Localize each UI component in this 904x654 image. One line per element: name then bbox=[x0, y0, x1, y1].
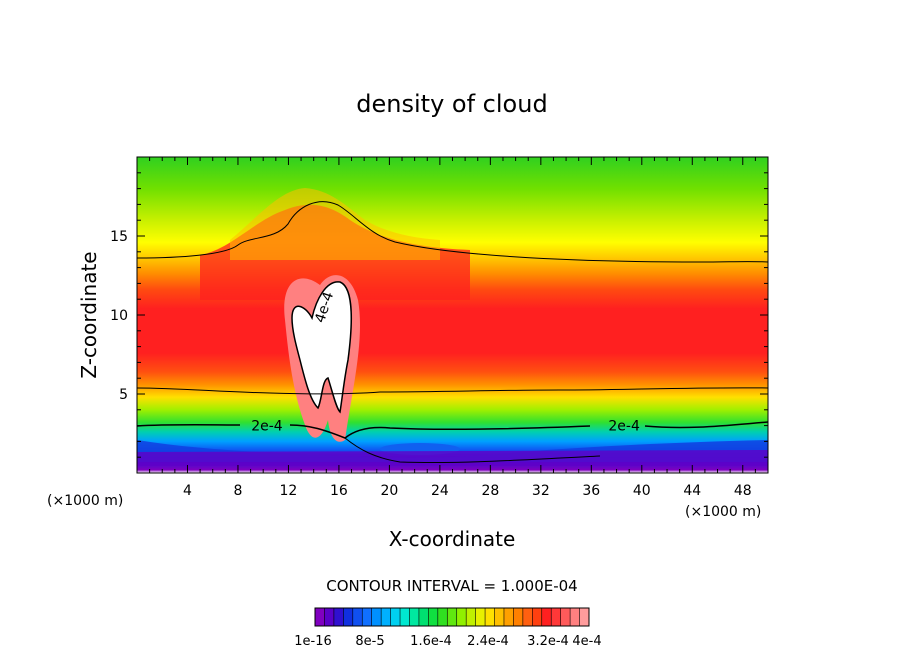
y-tick-label: 15 bbox=[110, 229, 128, 245]
x-tick-label: 36 bbox=[582, 483, 600, 499]
colorbar-swatch bbox=[381, 608, 391, 626]
colorbar-swatch bbox=[503, 608, 514, 626]
colorbar-swatch bbox=[541, 608, 552, 626]
colorbar-swatch bbox=[315, 608, 325, 626]
cloud-density-field bbox=[137, 157, 768, 473]
colorbar-swatch bbox=[456, 608, 467, 626]
colorbar-swatch bbox=[485, 608, 495, 626]
colorbar-swatch bbox=[560, 608, 571, 626]
colorbar-swatch bbox=[447, 608, 458, 626]
contour-4e-4 bbox=[291, 281, 352, 414]
colorbar-swatch bbox=[352, 608, 363, 626]
colorbar-swatch bbox=[371, 608, 382, 626]
x-unit-right: (×1000 m) bbox=[685, 504, 761, 520]
colorbar-label: 3.2e-4 bbox=[527, 634, 569, 649]
colorbar-swatch bbox=[400, 608, 410, 626]
colorbar-swatch bbox=[570, 608, 580, 626]
x-tick-label: 44 bbox=[683, 483, 701, 499]
colorbar-swatch bbox=[513, 608, 524, 626]
colorbar-swatch bbox=[437, 608, 448, 626]
colorbar-label: 8e-5 bbox=[355, 634, 384, 649]
chart-title: density of cloud bbox=[356, 90, 547, 118]
colorbar-swatch bbox=[324, 608, 335, 626]
y-axis: 5 10 15 bbox=[110, 172, 768, 458]
colorbar-swatch bbox=[475, 608, 486, 626]
purple-band bbox=[137, 450, 768, 466]
colorbar-swatch bbox=[494, 608, 505, 626]
y-tick-label: 10 bbox=[110, 308, 128, 324]
x-tick-label: 16 bbox=[330, 483, 348, 499]
colorbar-swatch bbox=[551, 608, 561, 626]
upper-bulge-yellow bbox=[230, 188, 440, 260]
colorbar-label: 2.4e-4 bbox=[467, 634, 509, 649]
x-tick-label: 32 bbox=[532, 483, 550, 499]
colorbar bbox=[314, 607, 590, 627]
colorbar-swatch bbox=[390, 608, 401, 626]
colorbar-swatch bbox=[579, 608, 590, 626]
colorbar-swatch bbox=[418, 608, 429, 626]
contour-top bbox=[137, 201, 768, 263]
x-axis-title: X-coordinate bbox=[389, 527, 516, 551]
plot-area bbox=[137, 157, 768, 473]
colorbar-swatch bbox=[343, 608, 354, 626]
x-axis: 4 8 12 16 20 24 28 32 36 40 44 48 bbox=[149, 157, 756, 499]
contour-label: 2e-4 bbox=[608, 419, 640, 435]
colorbar-swatch bbox=[362, 608, 372, 626]
colorbar-swatch bbox=[333, 608, 344, 626]
contour-2e-4 bbox=[137, 421, 768, 439]
contour-bottom bbox=[344, 437, 601, 464]
x-tick-label: 4 bbox=[183, 483, 192, 499]
x-tick-label: 12 bbox=[280, 483, 298, 499]
colorbar-label: 1e-16 bbox=[294, 634, 332, 649]
x-tick-label: 28 bbox=[481, 483, 499, 499]
colorbar-swatch bbox=[522, 608, 533, 626]
colorbar-label: 1.6e-4 bbox=[410, 634, 452, 649]
x-tick-label: 20 bbox=[380, 483, 398, 499]
contour-mid bbox=[137, 387, 768, 395]
x-tick-label: 48 bbox=[734, 483, 752, 499]
x-tick-label: 40 bbox=[633, 483, 651, 499]
x-unit-left: (×1000 m) bbox=[47, 493, 123, 509]
contour-interval: CONTOUR INTERVAL = 1.000E-04 bbox=[326, 577, 577, 595]
colorbar-swatch bbox=[428, 608, 439, 626]
colorbar-swatch bbox=[466, 608, 476, 626]
y-tick-label: 5 bbox=[119, 387, 128, 403]
x-tick-label: 24 bbox=[431, 483, 449, 499]
colorbar-frame bbox=[314, 607, 590, 627]
x-tick-label: 8 bbox=[233, 483, 242, 499]
colorbar-swatch bbox=[409, 608, 420, 626]
colorbar-label: 4e-4 bbox=[572, 634, 601, 649]
core-white bbox=[292, 281, 352, 412]
contour-label: 2e-4 bbox=[251, 419, 283, 435]
y-axis-title: Z-coordinate bbox=[77, 251, 101, 378]
colorbar-labels: 1e-16 8e-5 1.6e-4 2.4e-4 3.2e-4 4e-4 bbox=[294, 634, 601, 649]
colorbar-swatch bbox=[532, 608, 543, 626]
